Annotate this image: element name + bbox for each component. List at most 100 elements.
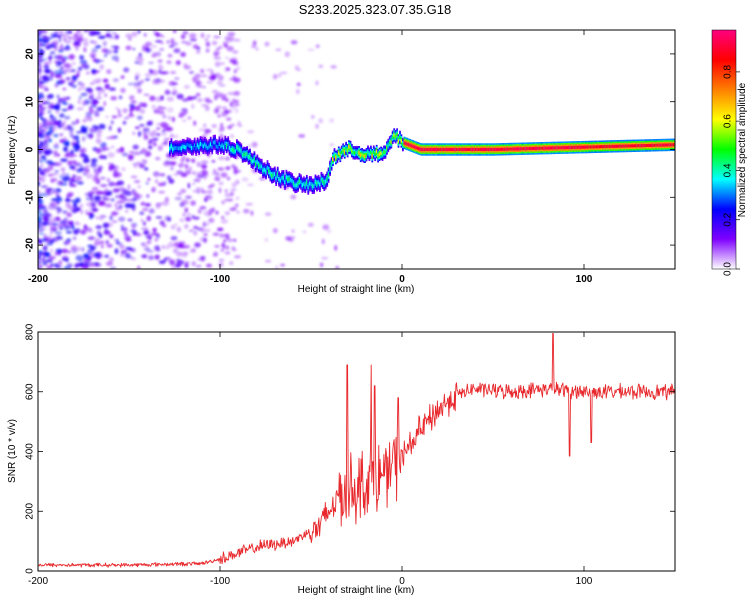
spectrogram-ridge-cell [407, 143, 410, 147]
spectrogram-noise-cell [148, 208, 155, 214]
spectrogram-noise-cell [166, 107, 174, 113]
spectrogram-noise-cell [322, 224, 330, 230]
spectrogram-ridge-cell [256, 160, 259, 164]
spectrogram-noise-cell [129, 111, 133, 116]
spectrogram-ridge-cell [509, 147, 512, 151]
spectrogram-noise-cell [82, 63, 90, 68]
spectrogram-noise-cell [43, 139, 47, 144]
spectrogram-noise-cell [56, 54, 64, 61]
spectrogram-noise-cell [88, 191, 96, 194]
spectrogram-noise-cell [232, 61, 238, 65]
spectrogram-noise-cell [106, 136, 113, 140]
spectrogram-noise-cell [120, 224, 124, 229]
spectrogram-ridge-cell [294, 183, 297, 188]
spectrogram-noise-cell [172, 30, 177, 33]
spectrogram-y-axis-label: Frequency (Hz) [7, 116, 18, 185]
spectrogram-noise-cell [98, 240, 105, 245]
spectrogram-noise-cell [224, 193, 232, 198]
spectrogram-noise-cell [81, 136, 86, 142]
spectrogram-noise-cell [155, 156, 161, 161]
spectrogram-ridge-cell [552, 146, 554, 150]
spectrogram-noise-cell [96, 96, 103, 100]
spectrogram-noise-cell [53, 177, 58, 182]
spectrogram-noise-cell [43, 36, 51, 40]
spectrogram-noise-cell [66, 126, 73, 131]
spectrogram-noise-cell [96, 256, 101, 260]
spectrogram-noise-cell [194, 73, 202, 79]
spectrogram-noise-cell [55, 194, 60, 198]
spectrogram-ridge-cell [645, 144, 647, 148]
spectrogram-noise-cell [164, 160, 171, 165]
spectrogram-noise-cell [38, 198, 42, 202]
spectrogram-noise-cell [62, 169, 65, 176]
spectrogram-noise-cell [83, 41, 89, 47]
spectrogram-noise-cell [183, 62, 188, 69]
spectrogram-ridge-cell [554, 146, 557, 150]
spectrogram-noise-cell [140, 79, 144, 84]
spectrogram-noise-cell [56, 153, 60, 157]
spectrogram-noise-cell [227, 91, 235, 96]
spectrogram-ridge-cell [230, 147, 232, 152]
spectrogram-y-tick-label: -10 [25, 190, 36, 205]
spectrogram-noise-cell [226, 245, 230, 251]
spectrogram-noise-cell [38, 43, 45, 46]
spectrogram-noise-cell [196, 174, 203, 179]
spectrogram-noise-cell [223, 239, 227, 243]
spectrogram-ridge-cell [557, 146, 560, 150]
spectrogram-noise-cell [320, 262, 324, 268]
spectrogram-noise-cell [235, 203, 239, 207]
spectrogram-noise-cell [224, 251, 231, 255]
spectrogram-ridge-cell [196, 143, 199, 148]
spectrogram-noise-cell [38, 180, 41, 186]
spectrogram-noise-cell [219, 233, 226, 238]
spectrogram-ridge-cell [559, 146, 561, 150]
spectrogram-noise-cell [105, 115, 109, 119]
spectrogram-noise-cell [189, 38, 197, 42]
spectrogram-noise-cell [184, 224, 189, 229]
spectrogram-ridge-cell [499, 147, 502, 151]
spectrogram-noise-cell [139, 108, 146, 114]
spectrogram-ridge-cell [208, 144, 211, 149]
spectrogram-ridge-cell [367, 150, 369, 154]
spectrogram-ridge-cell [388, 141, 391, 145]
spectrogram-noise-cell [208, 209, 216, 213]
spectrogram-ridge-cell [372, 150, 375, 154]
spectrogram-ridge-cell [288, 177, 291, 181]
spectrogram-noise-cell [176, 93, 184, 100]
spectrogram-noise-cell [148, 61, 154, 65]
spectrogram-noise-cell [148, 233, 152, 240]
spectrogram-noise-cell [183, 110, 189, 114]
spectrogram-noise-cell [43, 168, 51, 173]
spectrogram-ridge-cell [291, 178, 294, 183]
spectrogram-ridge-cell [519, 147, 522, 151]
spectrogram-noise-cell [232, 166, 238, 170]
spectrogram-ridge-cell [586, 145, 589, 149]
spectrogram-ridge-cell [582, 145, 585, 149]
spectrogram-noise-cell [116, 180, 125, 186]
spectrogram-noise-cell [192, 182, 196, 186]
spectrogram-noise-cell [134, 105, 141, 112]
spectrogram-ridge-cell [445, 147, 448, 151]
spectrogram-noise-cell [66, 263, 73, 268]
snr-x-tick-label: -200 [28, 576, 48, 587]
spectrogram-noise-cell [122, 108, 128, 114]
spectrogram-noise-cell [123, 117, 130, 120]
spectrogram-ridge-cell [402, 142, 404, 147]
spectrogram-noise-cell [69, 83, 73, 87]
spectrogram-ridge-cell [655, 143, 658, 147]
spectrogram-noise-cell [62, 257, 67, 261]
spectrogram-noise-cell [38, 210, 41, 213]
spectrogram-noise-cell [130, 100, 137, 104]
spectrogram-ridge-cell [608, 144, 611, 148]
spectrogram-noise-cell [42, 245, 48, 251]
spectrogram-noise-cell [264, 238, 268, 242]
spectrogram-ridge-cell [202, 144, 205, 149]
spectrogram-ridge-cell [198, 145, 200, 150]
spectrogram-ridge-cell [352, 151, 355, 155]
spectrogram-ridge-cell [441, 147, 444, 151]
spectrogram-ridge-cell [658, 143, 661, 147]
spectrogram-noise-cell [182, 30, 189, 35]
spectrogram-noise-cell [43, 119, 50, 125]
spectrogram-noise-cell [218, 262, 224, 268]
spectrogram-noise-cell [68, 54, 75, 60]
